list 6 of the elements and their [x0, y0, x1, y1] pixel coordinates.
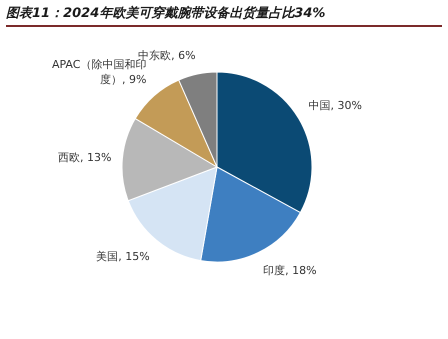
- chart-title: 图表11：2024年欧美可穿戴腕带设备出货量占比34%: [6, 4, 442, 27]
- slice-label: 美国, 15%: [96, 249, 150, 264]
- slice-label: 印度, 18%: [263, 262, 317, 278]
- slice-label: 西欧, 13%: [58, 150, 112, 166]
- slice-label: APAC（除中国和印度）, 9%: [50, 58, 146, 88]
- slice-label: 中国, 30%: [308, 98, 362, 113]
